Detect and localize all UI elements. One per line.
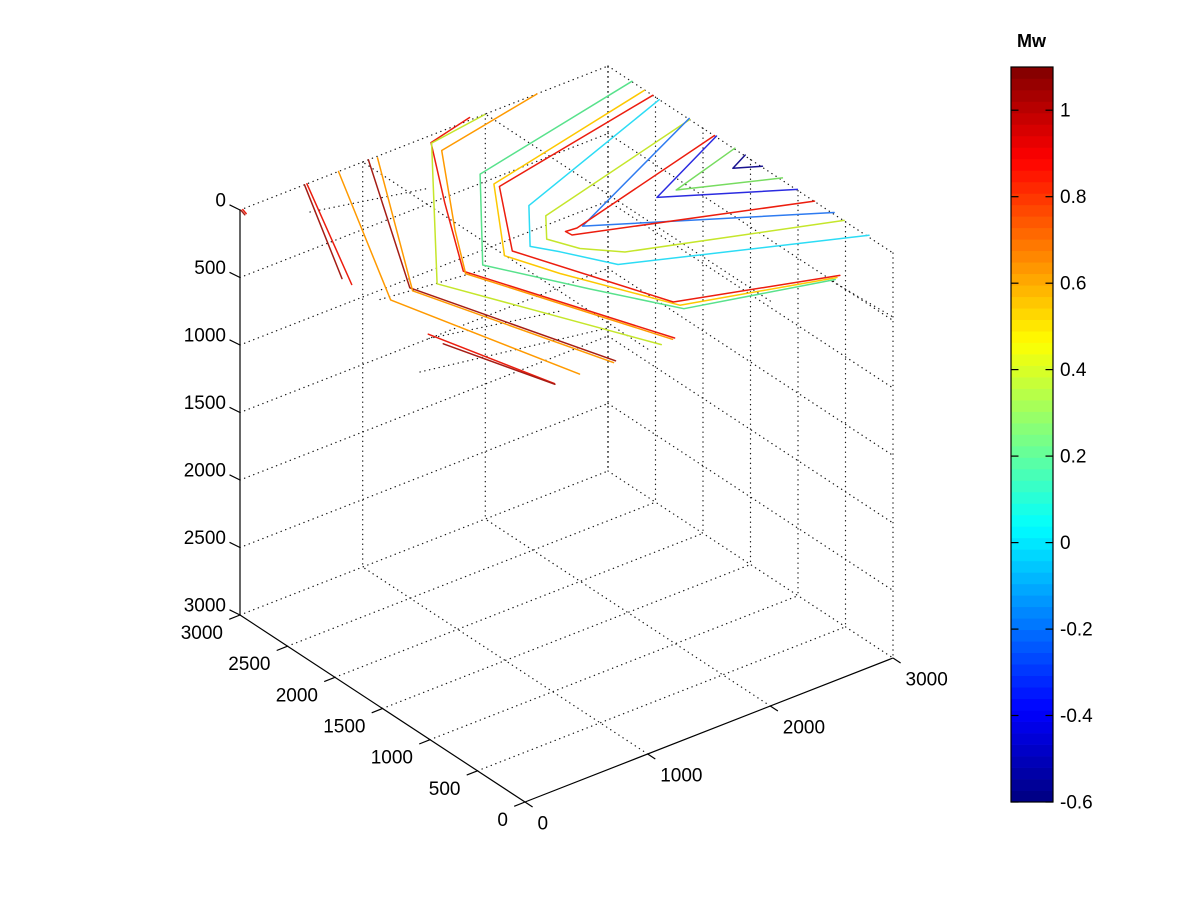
svg-text:0: 0: [215, 191, 226, 212]
svg-text:-0.6: -0.6: [1060, 793, 1093, 814]
svg-text:3000: 3000: [181, 623, 223, 644]
svg-text:500: 500: [429, 779, 461, 800]
svg-text:2500: 2500: [184, 528, 226, 549]
svg-text:2000: 2000: [783, 718, 825, 739]
svg-text:1500: 1500: [184, 393, 226, 414]
svg-text:Mw: Mw: [1017, 31, 1047, 51]
svg-text:0.4: 0.4: [1060, 360, 1087, 381]
svg-text:0.2: 0.2: [1060, 447, 1086, 468]
svg-text:1000: 1000: [371, 748, 413, 769]
svg-text:3000: 3000: [906, 670, 948, 691]
svg-text:500: 500: [194, 258, 226, 279]
svg-text:3000: 3000: [184, 596, 226, 617]
svg-text:0.8: 0.8: [1060, 187, 1086, 208]
svg-text:0: 0: [497, 810, 508, 831]
svg-text:-0.2: -0.2: [1060, 620, 1093, 641]
svg-text:0: 0: [538, 814, 549, 835]
svg-text:0.6: 0.6: [1060, 274, 1086, 295]
svg-text:1500: 1500: [323, 717, 365, 738]
svg-text:2000: 2000: [184, 461, 226, 482]
svg-text:1000: 1000: [184, 326, 226, 347]
svg-text:1000: 1000: [660, 766, 702, 787]
svg-text:2000: 2000: [276, 685, 318, 706]
svg-text:1: 1: [1060, 101, 1071, 122]
svg-text:0: 0: [1060, 533, 1071, 554]
svg-text:-0.4: -0.4: [1060, 706, 1093, 727]
svg-text:2500: 2500: [228, 654, 270, 675]
